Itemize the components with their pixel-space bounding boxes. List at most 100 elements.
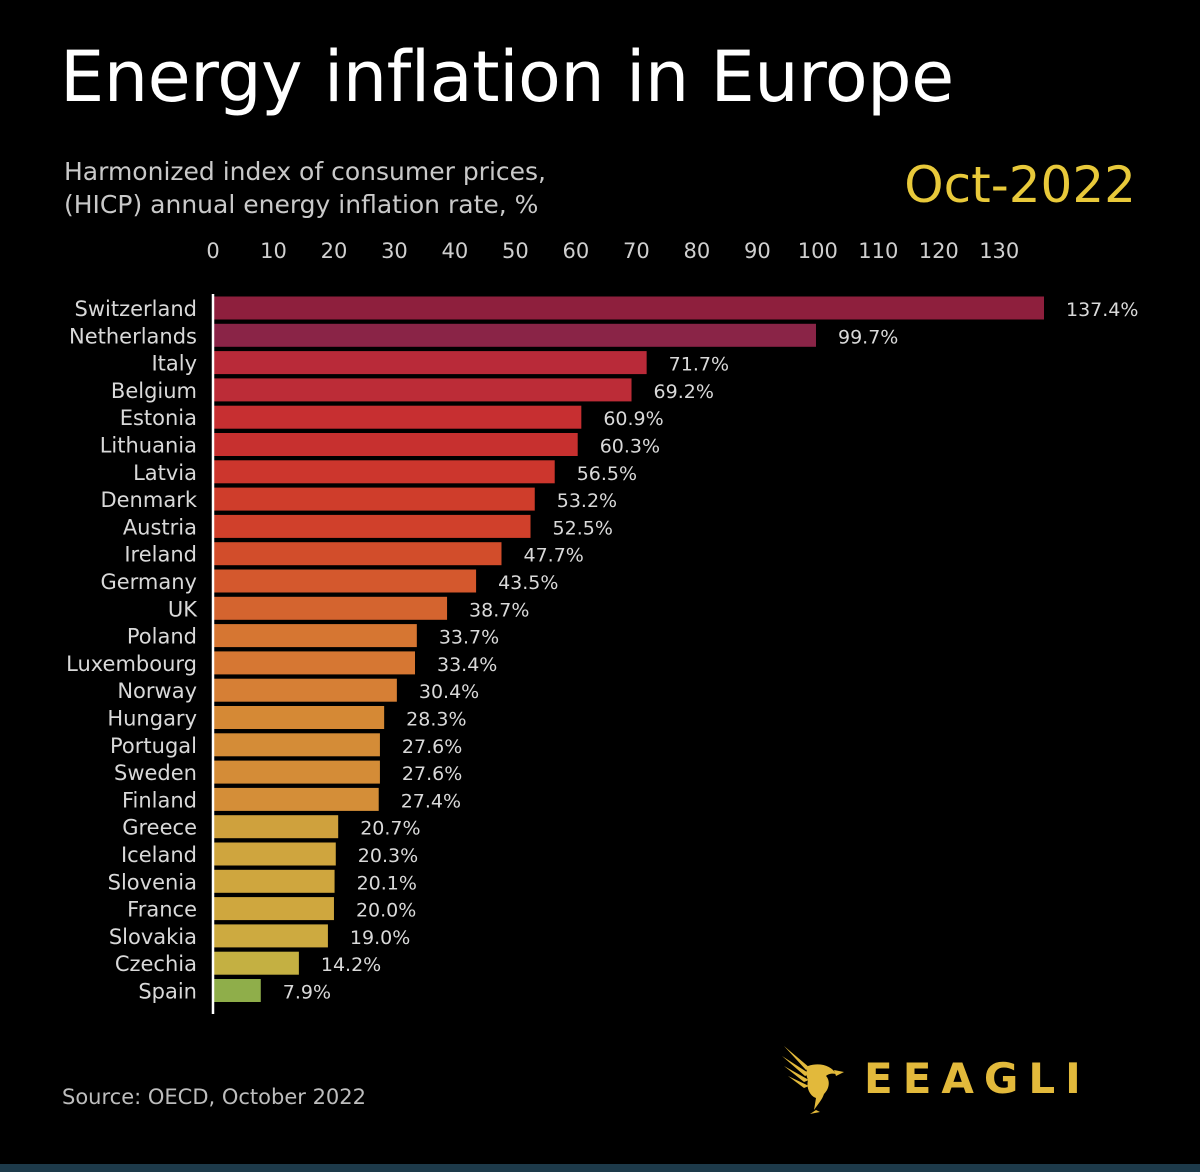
category-label: Greece xyxy=(122,816,197,840)
bar xyxy=(213,787,379,811)
value-label: 27.6% xyxy=(402,763,462,785)
bar xyxy=(213,405,582,429)
value-label: 20.0% xyxy=(356,900,416,922)
category-label: Germany xyxy=(100,570,197,594)
value-label: 20.7% xyxy=(360,818,420,840)
value-label: 20.3% xyxy=(358,845,418,867)
bar xyxy=(213,569,477,593)
category-label: Norway xyxy=(117,679,197,703)
subtitle-line-2: (HICP) annual energy inflation rate, % xyxy=(64,190,539,219)
value-label: 60.9% xyxy=(603,408,663,430)
value-label: 28.3% xyxy=(406,709,466,731)
brand-logo: EEAGLI xyxy=(780,1040,1091,1116)
value-label: 33.4% xyxy=(437,654,497,676)
category-label: Italy xyxy=(151,352,197,376)
value-label: 20.1% xyxy=(357,872,417,894)
bar xyxy=(213,514,531,538)
bar xyxy=(213,760,380,784)
source-note: Source: OECD, October 2022 xyxy=(62,1085,367,1109)
category-label: Slovenia xyxy=(108,870,197,894)
value-label: 137.4% xyxy=(1066,299,1138,321)
bar xyxy=(213,815,339,839)
category-label: Slovakia xyxy=(109,925,197,949)
x-tick-label: 70 xyxy=(623,239,650,263)
chart-subtitle: Harmonized index of consumer prices, (HI… xyxy=(64,155,546,221)
bar xyxy=(213,487,535,511)
x-tick-label: 20 xyxy=(321,239,348,263)
bar xyxy=(213,433,578,456)
category-label: Austria xyxy=(123,515,197,539)
subtitle-line-1: Harmonized index of consumer prices, xyxy=(64,157,547,186)
bar xyxy=(213,869,335,893)
bar xyxy=(213,378,632,402)
category-label: Lithuania xyxy=(100,434,197,458)
category-label: Czechia xyxy=(115,952,197,976)
category-label: Finland xyxy=(122,788,197,812)
bar xyxy=(213,706,385,729)
bar xyxy=(213,323,816,347)
category-label: Iceland xyxy=(121,843,197,867)
value-label: 38.7% xyxy=(469,599,529,621)
x-tick-label: 120 xyxy=(919,239,959,263)
category-label: Poland xyxy=(127,625,197,649)
value-label: 33.7% xyxy=(439,627,499,649)
bar xyxy=(213,733,380,757)
category-label: Portugal xyxy=(110,734,197,758)
bar xyxy=(213,624,417,648)
bar xyxy=(213,296,1044,320)
chart-title: Energy inflation in Europe xyxy=(60,36,954,118)
bar xyxy=(213,596,448,620)
category-label: Denmark xyxy=(100,488,197,512)
value-label: 27.4% xyxy=(401,790,461,812)
x-tick-label: 130 xyxy=(979,239,1019,263)
bar xyxy=(213,351,647,375)
x-tick-label: 80 xyxy=(683,239,710,263)
bar xyxy=(213,979,261,1002)
value-label: 71.7% xyxy=(669,354,729,376)
category-label: Spain xyxy=(138,980,197,1004)
x-tick-label: 100 xyxy=(798,239,838,263)
x-tick-label: 40 xyxy=(442,239,469,263)
category-label: Netherlands xyxy=(69,324,197,348)
category-label: Hungary xyxy=(107,707,197,731)
category-label: Latvia xyxy=(133,461,197,485)
bar xyxy=(213,842,336,866)
x-tick-label: 60 xyxy=(563,239,590,263)
value-label: 14.2% xyxy=(321,954,381,976)
category-label: Switzerland xyxy=(75,297,198,321)
bottom-strip xyxy=(0,1164,1200,1172)
value-label: 99.7% xyxy=(838,326,898,348)
category-label: Belgium xyxy=(111,379,197,403)
bar xyxy=(213,542,502,566)
x-tick-label: 10 xyxy=(260,239,287,263)
bars xyxy=(213,296,1044,1002)
bar xyxy=(213,678,397,702)
category-label: Luxembourg xyxy=(66,652,197,676)
x-tick-label: 30 xyxy=(381,239,408,263)
x-tick-label: 110 xyxy=(858,239,898,263)
x-tick-label: 50 xyxy=(502,239,529,263)
value-label: 7.9% xyxy=(283,982,331,1004)
value-labels: 137.4% 99.7% 71.7% 69.2% 60.9% 60.3% 56.5% 53.2… xyxy=(283,299,1139,1004)
period-label: Oct-2022 xyxy=(904,156,1136,214)
category-label: UK xyxy=(168,597,198,621)
x-tick-label: 0 xyxy=(206,239,219,263)
bar xyxy=(213,924,328,948)
value-label: 30.4% xyxy=(419,681,479,703)
value-label: 27.6% xyxy=(402,736,462,758)
x-axis: 0 10 20 30 40 50 60 70 80 90 100 110 120 130 xyxy=(206,239,1019,263)
category-labels: Switzerland Netherlands Italy Belgium Estoni… xyxy=(66,297,198,1004)
value-label: 47.7% xyxy=(523,545,583,567)
value-label: 52.5% xyxy=(553,517,613,539)
bar xyxy=(213,460,555,484)
value-label: 56.5% xyxy=(577,463,637,485)
category-label: Sweden xyxy=(114,761,197,785)
bar-chart: 0 10 20 30 40 50 60 70 80 90 100 110 120 130 Switzerl… xyxy=(66,239,1139,1014)
category-label: Ireland xyxy=(124,543,197,567)
brand-name: EEAGLI xyxy=(864,1053,1091,1103)
bar xyxy=(213,651,416,675)
bar xyxy=(213,951,299,975)
category-label: France xyxy=(127,898,197,922)
value-label: 60.3% xyxy=(600,436,660,458)
value-label: 69.2% xyxy=(654,381,714,403)
